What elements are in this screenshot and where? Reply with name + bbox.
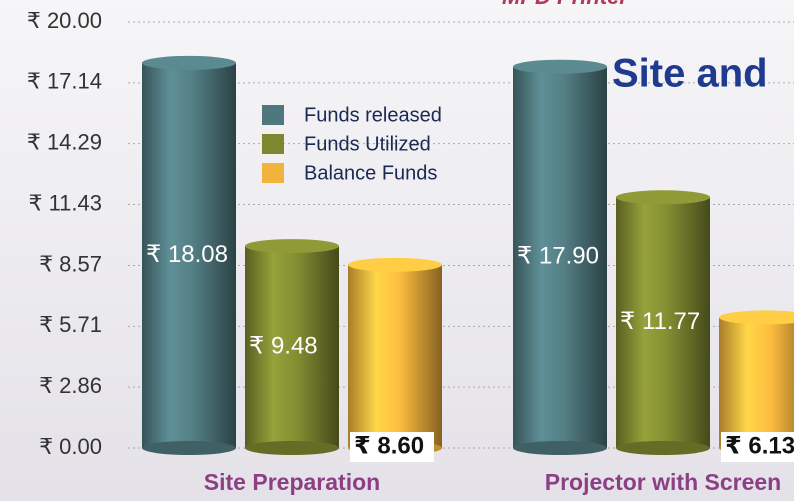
y-tick-label: ₹ 2.86 [39, 373, 102, 398]
bar-top [513, 60, 607, 74]
bar-body [719, 317, 794, 448]
y-tick-label: ₹ 8.57 [39, 251, 102, 276]
bar-top [142, 56, 236, 70]
legend-label: Funds Utilized [304, 133, 431, 155]
y-tick-label: ₹ 0.00 [39, 434, 102, 459]
chart: MPD Printer ₹ 0.00 ₹ 2.86 ₹ 5.71 ₹ 8.57 ₹ 11… [0, 0, 794, 501]
y-tick-label: ₹ 17.14 [27, 69, 102, 94]
value-label: ₹ 9.48 [249, 332, 318, 359]
x-tick-label: Site Preparation [204, 469, 380, 495]
y-tick-label: ₹ 5.71 [39, 312, 102, 337]
value-label: ₹ 18.08 [146, 241, 228, 268]
bar-base [616, 441, 710, 455]
value-label: ₹ 11.77 [620, 308, 700, 335]
bar [348, 258, 442, 455]
subtitle: MPD Printer [502, 0, 629, 9]
bar-base [245, 441, 339, 455]
value-label: ₹ 17.90 [517, 243, 599, 270]
bar-top [348, 258, 442, 272]
value-label: ₹ 6.13 [725, 432, 794, 459]
legend-label: Balance Funds [304, 162, 437, 184]
y-tick-label: ₹ 11.43 [28, 190, 102, 215]
y-tick-label: ₹ 20.00 [27, 8, 102, 33]
x-tick-label: Projector with Screen [545, 469, 781, 495]
bar-base [513, 441, 607, 455]
legend-swatch [262, 105, 284, 125]
bar-body [348, 265, 442, 448]
bar-top [616, 190, 710, 204]
legend-swatch [262, 134, 284, 154]
legend-swatch [262, 163, 284, 183]
legend-label: Funds released [304, 104, 442, 126]
bar-top [245, 239, 339, 253]
value-label: ₹ 8.60 [354, 432, 424, 459]
chart-title: Site and [612, 52, 768, 96]
bar-base [142, 441, 236, 455]
y-tick-label: ₹ 14.29 [27, 129, 102, 154]
